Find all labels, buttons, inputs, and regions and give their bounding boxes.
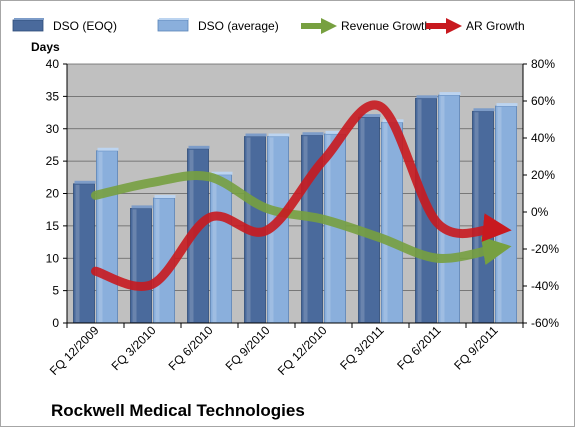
x-tick-label: FQ 9/2011 <box>451 323 501 373</box>
left-tick-label: 20 <box>46 187 60 201</box>
left-tick-label: 10 <box>46 251 60 265</box>
right-tick-label: -20% <box>531 242 559 256</box>
x-tick-label: FQ 6/2011 <box>394 323 444 373</box>
right-tick-label: 40% <box>531 131 555 145</box>
right-tick-label: 0% <box>531 205 549 219</box>
bar-dso-average <box>96 147 119 324</box>
legend-label: DSO (EOQ) <box>53 19 117 33</box>
bar-dso-eoq <box>358 114 381 324</box>
right-axis-ticks: -60% -40% -20% 0% 20% 40% 60% 80% <box>523 57 559 330</box>
left-axis-ticks: 0 5 10 15 20 25 30 35 40 <box>46 57 67 330</box>
bar-dso-eoq <box>472 108 495 324</box>
right-tick-label: 80% <box>531 57 555 71</box>
ar-growth-line <box>91 100 512 291</box>
left-tick-label: 30 <box>46 122 60 136</box>
right-tick-label: 20% <box>531 168 555 182</box>
left-tick-label: 15 <box>46 219 60 233</box>
legend-label: AR Growth <box>466 19 525 33</box>
legend-swatch <box>12 19 44 32</box>
legend-item: Revenue Growth <box>301 18 431 34</box>
legend-item: AR Growth <box>426 18 525 34</box>
right-tick-label: 60% <box>531 94 555 108</box>
left-tick-label: 35 <box>46 89 60 103</box>
legend-label: DSO (average) <box>198 19 279 33</box>
y-axis-title-left: Days <box>31 40 60 54</box>
revenue-growth-line <box>91 170 512 266</box>
left-tick-label: 40 <box>46 57 60 71</box>
bar-dso-average <box>210 171 233 324</box>
bar-dso-average <box>438 92 461 324</box>
growth-lines <box>91 100 512 291</box>
left-tick-label: 0 <box>52 316 59 330</box>
x-tick-label: FQ 12/2009 <box>47 323 102 378</box>
bar-dso-average <box>495 103 518 324</box>
left-tick-label: 5 <box>52 284 59 298</box>
legend-item: DSO (average) <box>157 18 279 33</box>
x-axis-ticks: FQ 12/2009 FQ 3/2010 FQ 6/2010 FQ 9/2010 FQ … <box>47 323 524 378</box>
x-tick-label: FQ 3/2011 <box>337 323 387 373</box>
right-tick-label: -40% <box>531 279 559 293</box>
legend: DSO (EOQ) DSO (average) Revenue Growth AR G… <box>12 18 525 34</box>
legend-swatch <box>157 19 189 32</box>
x-tick-label: FQ 9/2010 <box>223 323 273 373</box>
left-tick-label: 25 <box>46 154 60 168</box>
bar-dso-eoq <box>130 205 153 324</box>
legend-label: Revenue Growth <box>341 19 431 33</box>
x-tick-label: FQ 3/2010 <box>109 323 159 373</box>
chart-title: Rockwell Medical Technologies <box>51 401 305 420</box>
x-tick-label: FQ 12/2010 <box>275 323 330 378</box>
right-tick-label: -60% <box>531 316 559 330</box>
bar-dso-eoq <box>73 180 96 324</box>
legend-item: DSO (EOQ) <box>12 18 117 33</box>
x-tick-label: FQ 6/2010 <box>166 323 216 373</box>
